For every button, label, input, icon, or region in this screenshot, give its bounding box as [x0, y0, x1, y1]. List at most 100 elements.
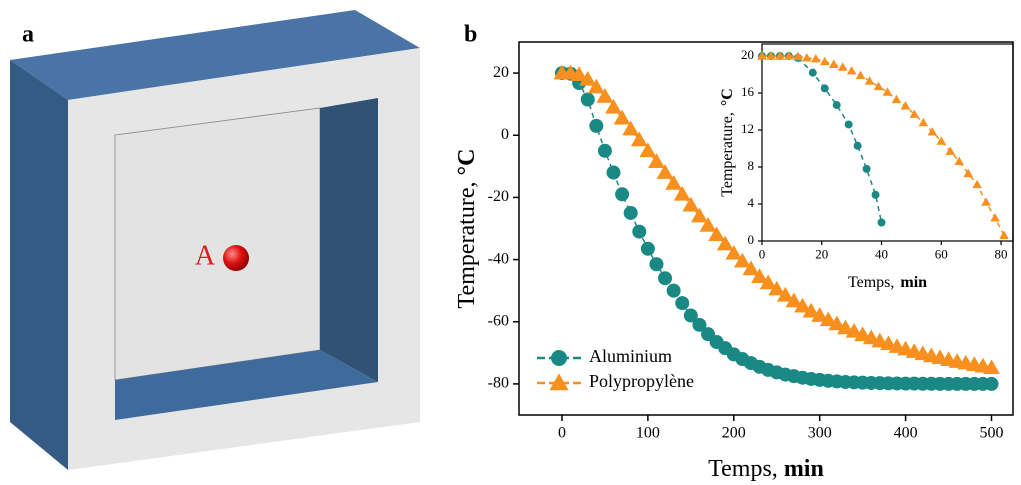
panel-label: a [22, 22, 34, 48]
x-tick-label: 20 [815, 246, 828, 261]
marker [828, 59, 839, 68]
marker [864, 76, 875, 85]
marker [580, 92, 595, 107]
panel-label: b [464, 22, 477, 48]
marker [862, 164, 871, 173]
marker [837, 62, 848, 71]
marker [871, 190, 880, 199]
marker [785, 292, 803, 308]
x-tick-label: 400 [894, 424, 918, 441]
x-tick-label: 200 [722, 424, 746, 441]
y-tick-label: -40 [488, 250, 509, 267]
marker [810, 53, 821, 63]
marker [855, 70, 866, 80]
marker [820, 84, 829, 93]
marker [984, 376, 999, 391]
marker [999, 230, 1009, 240]
legend-marker [551, 350, 567, 366]
marker [981, 197, 991, 206]
marker [768, 280, 786, 296]
marker [983, 359, 1000, 375]
marker [963, 168, 973, 178]
marker [648, 153, 665, 168]
marker [832, 101, 841, 110]
box-left [10, 60, 68, 470]
marker [658, 271, 673, 286]
x-axis-label: Temps, min [708, 456, 824, 482]
marker [632, 224, 647, 239]
y-tick-label: 0 [501, 126, 509, 143]
x-tick-label: 60 [935, 246, 948, 261]
marker [784, 51, 794, 60]
point-sphere [223, 245, 249, 271]
legend-marker [549, 373, 569, 391]
marker [708, 226, 725, 242]
x-axis-label-text: Temps, [848, 274, 894, 291]
marker [927, 127, 938, 136]
marker [682, 196, 700, 212]
x-axis-label-unit: min [900, 274, 927, 291]
marker [639, 142, 657, 158]
marker [613, 109, 631, 125]
marker [673, 185, 691, 201]
marker [597, 143, 612, 158]
y-tick-label: -80 [488, 375, 509, 392]
marker [683, 308, 698, 323]
y-tick-label: 4 [748, 195, 755, 210]
plot-frame [761, 43, 1014, 242]
marker [666, 283, 681, 298]
y-tick-label: -60 [488, 312, 509, 329]
y-tick-label: 8 [748, 158, 755, 173]
y-axis-label-text: Temperature, [719, 112, 736, 197]
y-axis-label-text: Temperature, [454, 182, 480, 309]
marker [846, 66, 857, 75]
marker [675, 296, 690, 311]
marker [725, 244, 743, 260]
marker [802, 53, 812, 62]
y-tick-label: 20 [741, 47, 754, 62]
x-axis-label-text: Temps, [708, 456, 778, 482]
marker [699, 216, 717, 232]
marker [733, 252, 751, 268]
marker [656, 164, 674, 179]
x-tick-label: 300 [808, 424, 832, 441]
marker [579, 70, 597, 86]
marker [909, 109, 920, 118]
y-axis-label: Temperature, °C [454, 149, 480, 309]
marker [589, 118, 604, 133]
marker [751, 268, 768, 283]
x-axis-label: Temps, min [848, 274, 927, 291]
marker [606, 165, 621, 180]
marker [900, 101, 911, 110]
marker [945, 146, 956, 155]
marker [802, 302, 820, 318]
chart: 0 20 40 60 80 0 4 8 12 16 20 Temps, min Temperature, °… [719, 43, 1014, 291]
marker [828, 315, 846, 331]
x-tick-label: 40 [875, 246, 888, 261]
marker [649, 257, 664, 272]
marker [766, 51, 776, 60]
marker [837, 319, 854, 335]
marker [757, 51, 767, 60]
marker [936, 136, 947, 145]
marker [808, 68, 817, 77]
marker [954, 156, 965, 166]
marker [972, 179, 982, 189]
panel-a: a A [10, 10, 420, 470]
marker [716, 235, 734, 251]
marker [596, 87, 614, 103]
x-tick-label: 0 [558, 424, 566, 441]
series-line [762, 55, 883, 223]
point-label: A [195, 240, 216, 271]
y-tick-label: 0 [748, 232, 755, 247]
inner-right [320, 98, 378, 382]
marker [570, 66, 588, 81]
y-tick-label: 16 [741, 84, 755, 99]
marker [844, 120, 853, 129]
marker [692, 317, 707, 332]
marker [794, 297, 811, 313]
x-axis-label-unit: min [784, 456, 824, 482]
marker [811, 307, 829, 322]
marker [918, 117, 929, 127]
